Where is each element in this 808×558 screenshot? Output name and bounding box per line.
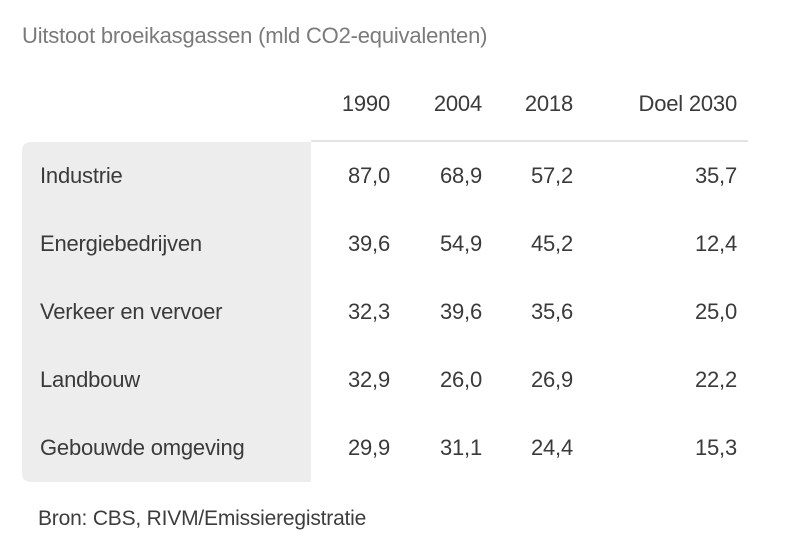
cell-value: 45,2 bbox=[530, 231, 573, 256]
cell-value: 22,2 bbox=[694, 367, 737, 392]
cell-value: 39,6 bbox=[439, 299, 482, 324]
cell-value: 32,9 bbox=[347, 367, 390, 392]
page-title: Uitstoot broeikasgassen (mld CO2-equival… bbox=[22, 23, 488, 48]
cell-value: 35,7 bbox=[694, 163, 737, 188]
content-wrap: Uitstoot broeikasgassen (mld CO2-equival… bbox=[22, 0, 748, 532]
table-row-energiebedrijven: Energiebedrijven 39,6 54,9 45,2 12,4 bbox=[22, 210, 748, 278]
cell-value: 25,0 bbox=[694, 299, 737, 324]
cell-value: 68,9 bbox=[439, 163, 482, 188]
cell-value: 24,4 bbox=[530, 435, 573, 460]
table-row-verkeer-en-vervoer: Verkeer en vervoer 32,3 39,6 35,6 25,0 bbox=[22, 278, 748, 346]
header-divider-line bbox=[311, 140, 748, 142]
cell-value: 26,0 bbox=[439, 367, 482, 392]
cell-value: 57,2 bbox=[530, 163, 573, 188]
cell-value: 87,0 bbox=[347, 163, 390, 188]
column-header-2004: 2004 bbox=[433, 91, 482, 116]
row-label: Industrie bbox=[40, 163, 123, 188]
row-label: Landbouw bbox=[40, 367, 140, 392]
row-label: Verkeer en vervoer bbox=[40, 299, 223, 324]
cell-value: 54,9 bbox=[439, 231, 482, 256]
table-body: Industrie 87,0 68,9 57,2 35,7 Energiebed… bbox=[22, 140, 748, 482]
table-header-row: 1990 2004 2018 Doel 2030 bbox=[22, 51, 748, 142]
label-column-background bbox=[22, 142, 311, 482]
row-label: Energiebedrijven bbox=[40, 231, 202, 256]
column-header-1990: 1990 bbox=[341, 91, 390, 116]
table-row-industrie: Industrie 87,0 68,9 57,2 35,7 bbox=[22, 142, 748, 210]
cell-value: 26,9 bbox=[530, 367, 573, 392]
cell-value: 31,1 bbox=[439, 435, 482, 460]
cell-value: 32,3 bbox=[347, 299, 390, 324]
cell-value: 35,6 bbox=[530, 299, 573, 324]
row-label: Gebouwde omgeving bbox=[40, 435, 245, 460]
cell-value: 15,3 bbox=[694, 435, 737, 460]
cell-value: 12,4 bbox=[694, 231, 737, 256]
table-row-landbouw: Landbouw 32,9 26,0 26,9 22,2 bbox=[22, 346, 748, 414]
cell-value: 29,9 bbox=[347, 435, 390, 460]
column-header-2018: 2018 bbox=[524, 91, 573, 116]
header-spacer-cell bbox=[22, 91, 311, 142]
cell-value: 39,6 bbox=[347, 231, 390, 256]
table-row-gebouwde-omgeving: Gebouwde omgeving 29,9 31,1 24,4 15,3 bbox=[22, 414, 748, 482]
column-header-doel-2030: Doel 2030 bbox=[638, 91, 738, 116]
source-note: Bron: CBS, RIVM/Emissieregistratie bbox=[38, 507, 367, 530]
